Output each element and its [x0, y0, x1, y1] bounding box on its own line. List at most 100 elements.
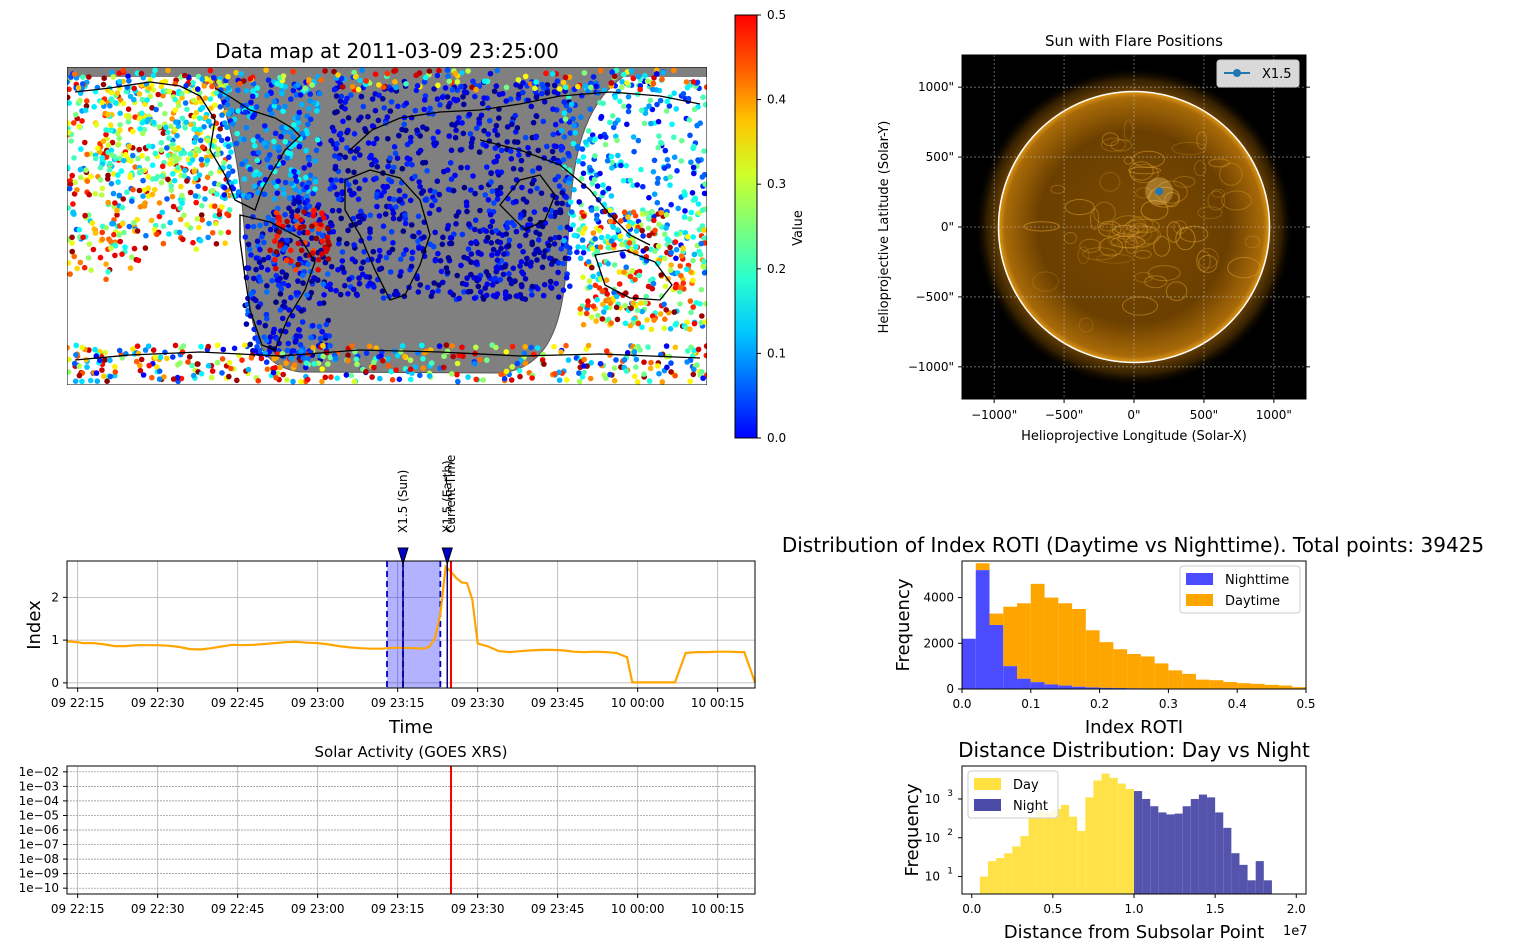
map-point — [219, 204, 225, 210]
map-point — [196, 224, 202, 231]
map-point — [291, 168, 297, 175]
map-point — [362, 177, 368, 183]
map-point — [597, 170, 603, 177]
map-point — [133, 358, 140, 365]
map-point — [498, 371, 504, 378]
map-point — [249, 114, 256, 120]
map-point — [73, 352, 79, 358]
map-point — [76, 372, 83, 379]
map-point — [468, 259, 474, 266]
map-point — [284, 237, 290, 244]
map-point — [92, 190, 98, 197]
index-xtick-label: 09 22:15 — [51, 696, 105, 710]
map-point — [161, 374, 167, 380]
map-point — [522, 344, 528, 350]
map-point — [699, 207, 706, 213]
map-point — [445, 73, 451, 79]
map-point — [102, 349, 108, 356]
map-point — [702, 319, 707, 325]
map-point — [315, 256, 322, 263]
map-point — [224, 211, 230, 217]
map-point — [472, 217, 479, 223]
map-point — [319, 238, 326, 245]
map-point — [358, 114, 364, 121]
map-point — [204, 137, 211, 144]
map-point — [703, 343, 707, 349]
map-point — [564, 377, 570, 383]
map-point — [413, 72, 420, 79]
map-point — [465, 374, 471, 380]
map-point — [565, 357, 572, 363]
map-point — [170, 376, 177, 382]
map-point — [156, 376, 163, 383]
map-point — [320, 281, 327, 287]
map-point — [267, 106, 273, 113]
map-point — [339, 265, 346, 272]
map-point — [553, 143, 559, 150]
map-point — [351, 242, 357, 248]
dist-bar-day — [979, 876, 988, 894]
map-point — [659, 76, 665, 83]
map-point — [562, 255, 569, 262]
map-point — [645, 344, 651, 350]
map-point — [367, 280, 373, 286]
sun-loop — [1093, 201, 1116, 225]
map-point — [540, 351, 546, 358]
map-point — [576, 370, 582, 376]
map-point — [626, 103, 632, 110]
map-point — [585, 342, 592, 349]
map-point — [437, 102, 443, 108]
map-point — [312, 178, 319, 185]
sun-title: Sun with Flare Positions — [1045, 32, 1223, 50]
map-point — [325, 256, 332, 262]
map-point — [264, 366, 271, 373]
map-point — [86, 74, 92, 80]
map-point — [391, 144, 398, 150]
map-point — [567, 175, 573, 182]
map-point — [242, 234, 249, 240]
map-point — [139, 96, 146, 103]
map-point — [170, 354, 176, 360]
map-point — [253, 266, 259, 273]
dist-legend-night: Night — [1013, 799, 1048, 814]
map-point — [72, 378, 79, 385]
map-point — [690, 234, 697, 240]
map-point — [688, 209, 695, 216]
map-point — [449, 121, 455, 128]
map-point — [429, 289, 436, 296]
map-point — [375, 117, 382, 124]
map-point — [390, 215, 397, 222]
roti-day-bar — [1209, 680, 1224, 689]
map-point — [456, 115, 462, 121]
map-point — [345, 127, 351, 134]
map-point — [447, 160, 454, 166]
map-point — [472, 93, 478, 100]
map-point — [489, 218, 496, 225]
map-point — [518, 211, 524, 218]
map-point — [328, 263, 335, 270]
map-point — [560, 79, 567, 86]
map-point — [300, 355, 307, 362]
map-point — [445, 186, 452, 193]
map-point — [216, 133, 222, 140]
map-point — [568, 101, 575, 107]
map-point — [448, 240, 455, 247]
map-point — [283, 257, 290, 264]
map-point — [135, 257, 142, 264]
map-point — [100, 81, 107, 88]
map-point — [467, 131, 474, 137]
map-point — [361, 249, 367, 255]
map-point — [158, 139, 165, 146]
map-point — [530, 119, 537, 126]
map-point — [692, 195, 698, 201]
sun-loop — [1128, 225, 1162, 245]
map-point — [672, 284, 679, 291]
map-point — [698, 240, 704, 247]
map-point — [458, 83, 464, 90]
map-point — [105, 269, 111, 275]
map-point — [76, 227, 83, 233]
map-point — [630, 182, 636, 189]
map-point — [489, 282, 496, 288]
sun-ytick-label: 1000" — [918, 80, 954, 94]
map-point — [150, 347, 157, 353]
